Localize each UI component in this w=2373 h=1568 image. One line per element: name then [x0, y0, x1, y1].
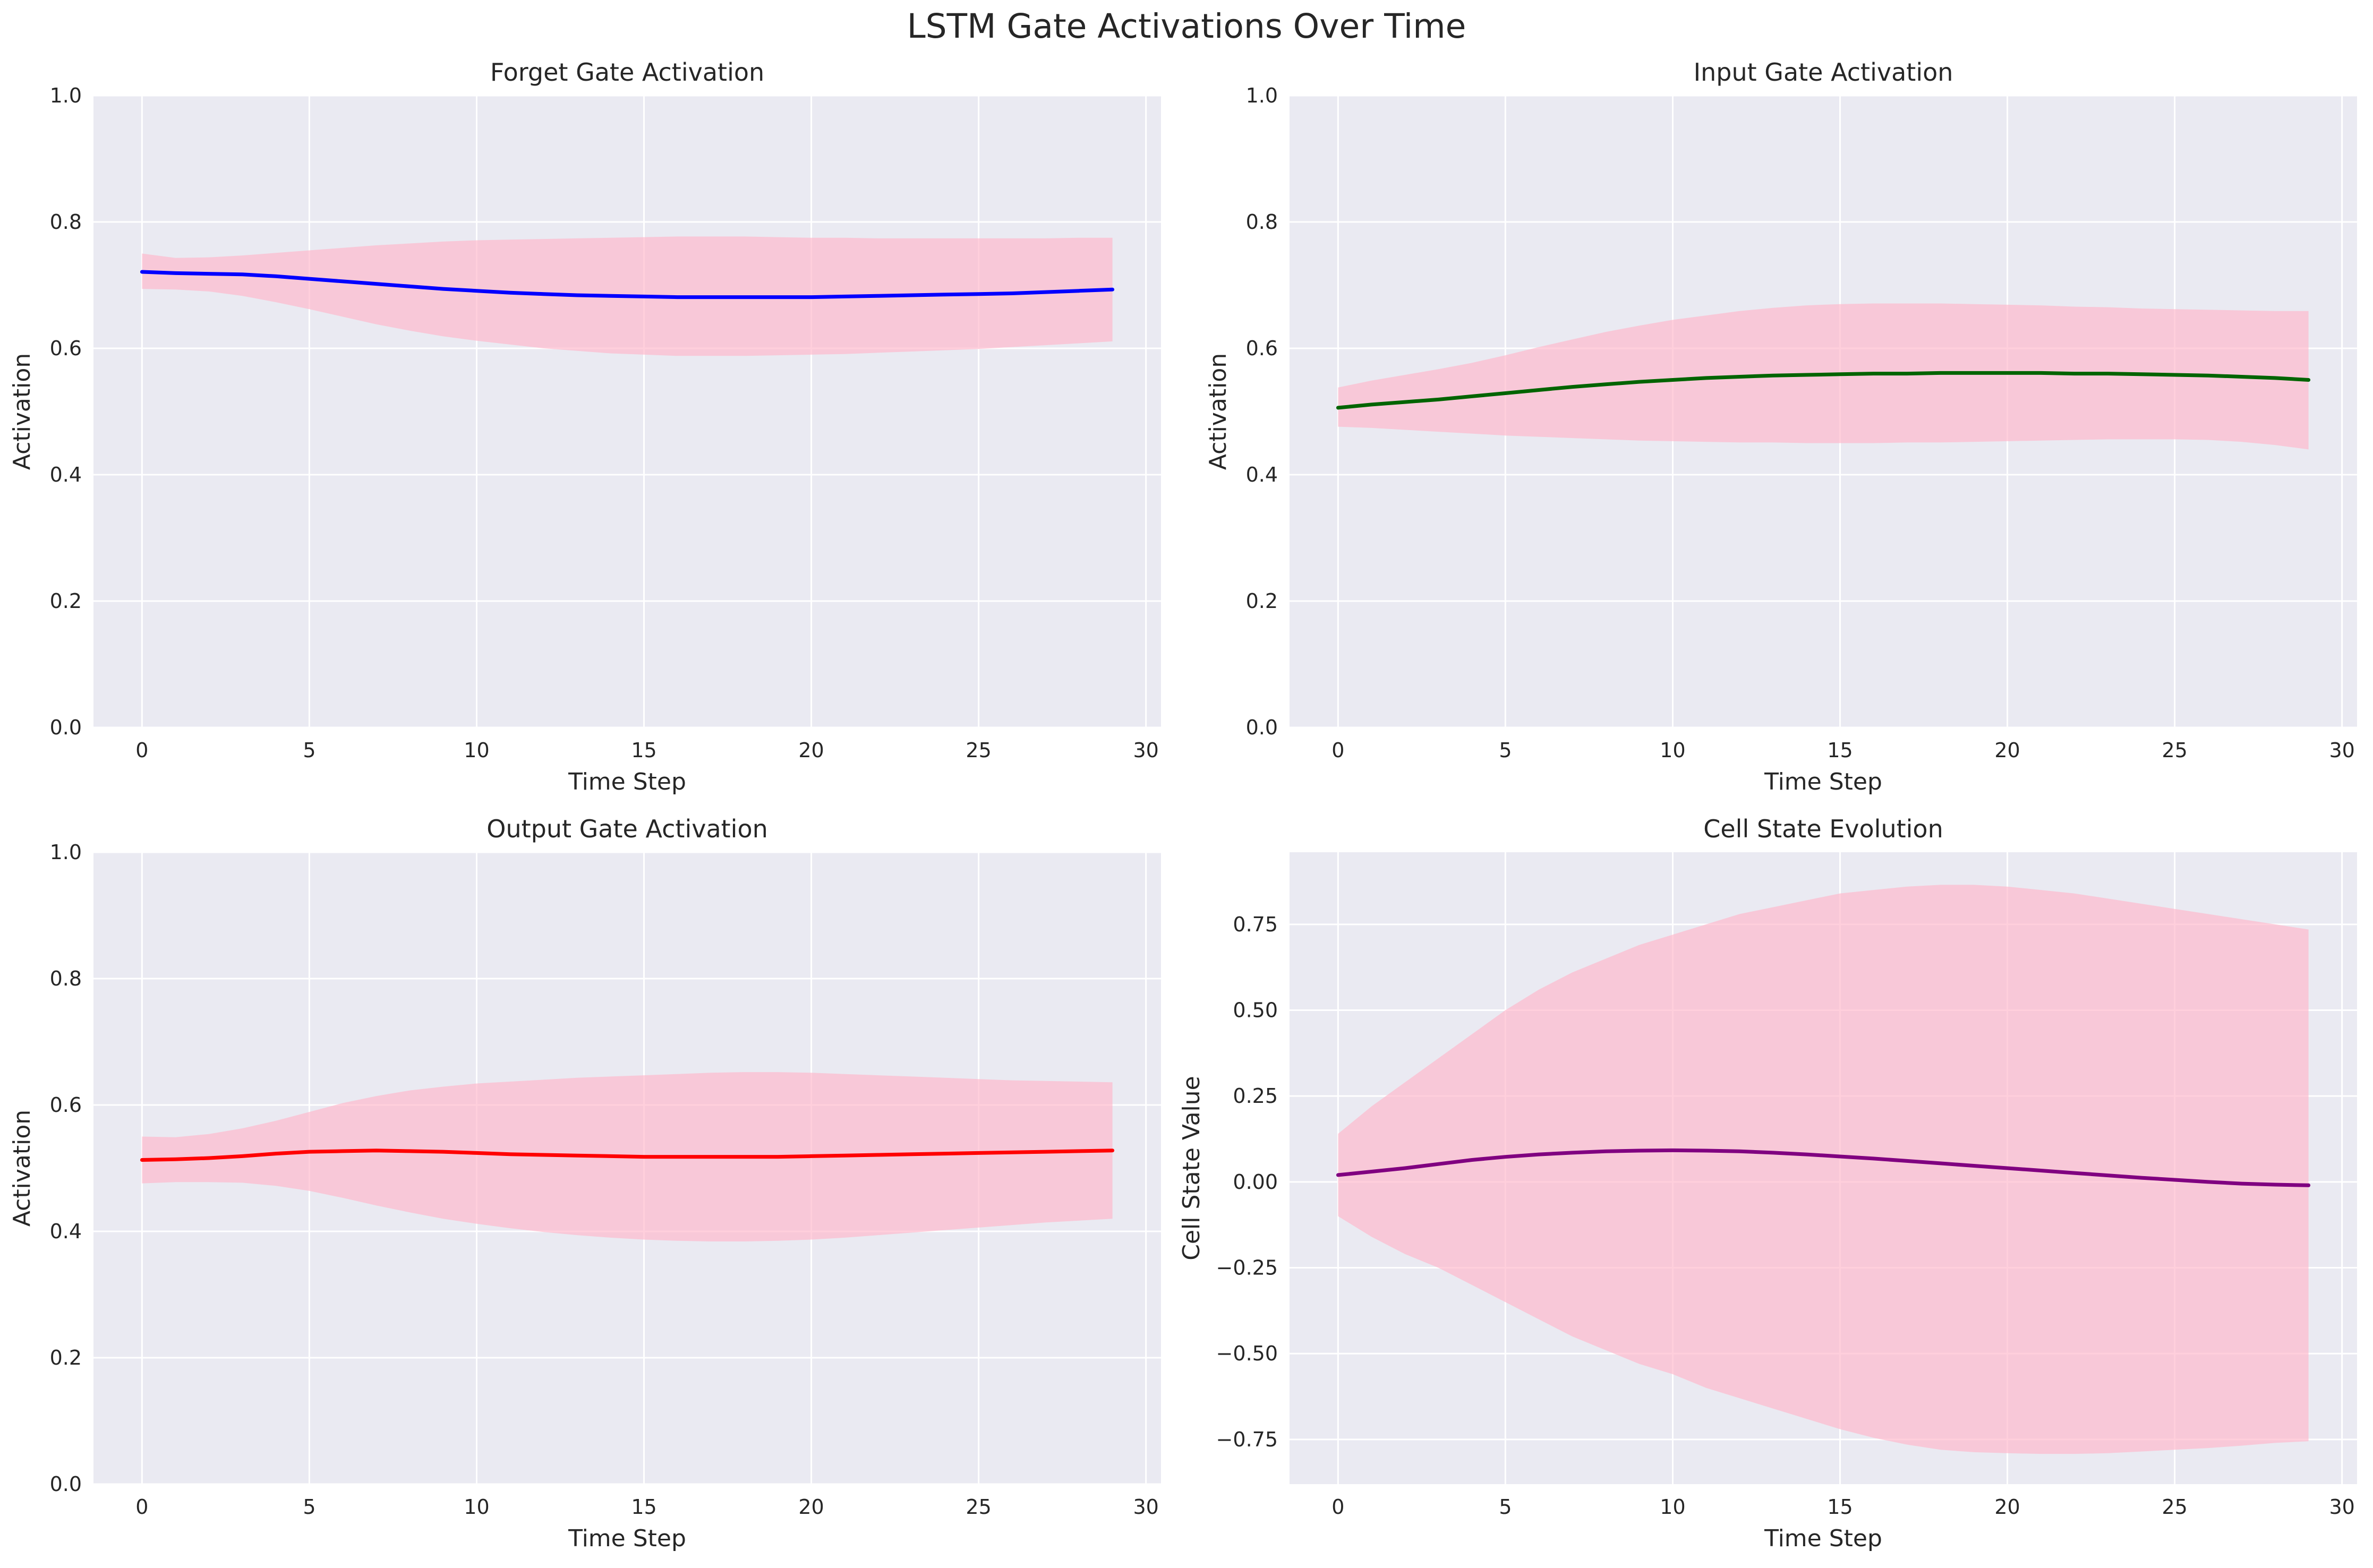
- confidence-band: [1338, 303, 2309, 450]
- x-tick-label: 0: [135, 739, 148, 762]
- x-axis-label: Time Step: [1764, 768, 1882, 795]
- y-tick-label: 0.4: [50, 1220, 82, 1243]
- y-tick-label: 0.25: [1233, 1084, 1278, 1108]
- x-tick-label: 0: [1331, 739, 1344, 762]
- x-tick-label: 20: [798, 739, 824, 762]
- x-tick-label: 10: [464, 1495, 489, 1519]
- mean-line: [140, 270, 1115, 299]
- tick-labels: 0 5 10 15 20 25 30 −0.75 −0.50 −0.25 0.00 0.25 0.50 0…: [1216, 913, 2355, 1519]
- y-tick-label: 1.0: [50, 84, 82, 107]
- panel-output-gate: 0 5 10 15 20 25 30 0.0 0.2 0.4 0.6 0.8 1.0 Output Ga…: [8, 815, 1161, 1552]
- y-tick-label: 0.8: [1246, 210, 1278, 234]
- y-axis-label: Cell State Value: [1178, 1076, 1205, 1261]
- mean-line: [140, 1149, 1115, 1162]
- y-axis-label: Activation: [8, 1110, 36, 1227]
- x-tick-label: 25: [966, 1495, 991, 1519]
- x-tick-label: 10: [1660, 1495, 1685, 1519]
- x-tick-label: 30: [1133, 739, 1158, 762]
- y-tick-label: 0.2: [50, 589, 82, 613]
- x-tick-label: 25: [966, 739, 991, 762]
- x-tick-label: 30: [1133, 1495, 1158, 1519]
- series-marks: [140, 236, 1115, 356]
- panel-forget-gate: 0 5 10 15 20 25 30 0.0 0.2 0.4 0.6 0.8 1.0 Forget Ga…: [8, 58, 1161, 795]
- y-tick-label: 0.50: [1233, 999, 1278, 1022]
- y-tick-label: 1.0: [50, 841, 82, 864]
- y-tick-label: 0.0: [50, 716, 82, 739]
- y-tick-label: 1.0: [1246, 84, 1278, 107]
- mean-line: [1336, 1148, 2311, 1187]
- y-tick-label: 0.8: [50, 210, 82, 234]
- plot-area: [93, 96, 1161, 727]
- y-tick-label: 0.6: [50, 1093, 82, 1117]
- x-axis-label: Time Step: [568, 1525, 686, 1552]
- x-tick-label: 0: [135, 1495, 148, 1519]
- grid: [93, 95, 1161, 729]
- y-tick-label: −0.75: [1216, 1428, 1278, 1451]
- y-tick-label: 0.4: [1246, 463, 1278, 486]
- x-tick-label: 15: [1827, 739, 1853, 762]
- x-tick-label: 20: [798, 1495, 824, 1519]
- x-tick-label: 30: [2329, 1495, 2354, 1519]
- x-axis-label: Time Step: [568, 768, 686, 795]
- tick-labels: 0 5 10 15 20 25 30 0.0 0.2 0.4 0.6 0.8 1.0: [50, 84, 1159, 762]
- x-tick-label: 10: [1660, 739, 1685, 762]
- y-tick-label: −0.50: [1216, 1342, 1278, 1365]
- x-tick-label: 25: [2162, 739, 2187, 762]
- series-marks: [140, 1072, 1115, 1241]
- x-tick-label: 5: [1499, 739, 1512, 762]
- y-tick-label: −0.25: [1216, 1256, 1278, 1280]
- x-tick-label: 10: [464, 739, 489, 762]
- x-tick-label: 0: [1331, 1495, 1344, 1519]
- x-tick-label: 5: [303, 1495, 315, 1519]
- y-tick-label: 0.6: [1246, 337, 1278, 360]
- mean-line: [1336, 371, 2311, 410]
- y-tick-label: 0.2: [1246, 589, 1278, 613]
- y-tick-label: 0.4: [50, 463, 82, 486]
- x-tick-label: 15: [631, 739, 656, 762]
- tick-labels: 0 5 10 15 20 25 30 0.0 0.2 0.4 0.6 0.8 1.0: [50, 841, 1159, 1519]
- y-tick-label: 0.2: [50, 1346, 82, 1369]
- y-tick-label: 0.00: [1233, 1170, 1278, 1194]
- y-axis-label: Activation: [1205, 353, 1232, 470]
- x-axis-label: Time Step: [1764, 1525, 1882, 1552]
- confidence-band: [1338, 885, 2309, 1454]
- panel-title: Input Gate Activation: [1694, 58, 1953, 87]
- figure-title: LSTM Gate Activations Over Time: [907, 7, 1466, 46]
- x-tick-label: 30: [2329, 739, 2354, 762]
- y-tick-label: 0.6: [50, 337, 82, 360]
- panel-title: Cell State Evolution: [1703, 815, 1943, 843]
- y-tick-label: 0.0: [50, 1472, 82, 1496]
- x-tick-label: 15: [631, 1495, 656, 1519]
- x-tick-label: 5: [1499, 1495, 1512, 1519]
- x-tick-label: 15: [1827, 1495, 1853, 1519]
- x-tick-label: 5: [303, 739, 315, 762]
- y-tick-label: 0.75: [1233, 913, 1278, 936]
- y-tick-label: 0.0: [1246, 716, 1278, 739]
- x-tick-label: 20: [1994, 1495, 2020, 1519]
- y-axis-label: Activation: [8, 353, 36, 470]
- x-tick-label: 20: [1994, 739, 2020, 762]
- panel-cell-state: 0 5 10 15 20 25 30 −0.75 −0.50 −0.25 0.00 0.25 0.50 0…: [1178, 815, 2357, 1552]
- series-marks: [1336, 885, 2311, 1454]
- panel-input-gate: 0 5 10 15 20 25 30 0.0 0.2 0.4 0.6 0.8 1.0 Input Gat…: [1205, 58, 2357, 795]
- series-marks: [1336, 303, 2311, 450]
- panel-title: Forget Gate Activation: [490, 58, 764, 87]
- panel-title: Output Gate Activation: [486, 815, 768, 843]
- y-tick-label: 0.8: [50, 967, 82, 990]
- tick-labels: 0 5 10 15 20 25 30 0.0 0.2 0.4 0.6 0.8 1.0: [1246, 84, 2355, 762]
- x-tick-label: 25: [2162, 1495, 2187, 1519]
